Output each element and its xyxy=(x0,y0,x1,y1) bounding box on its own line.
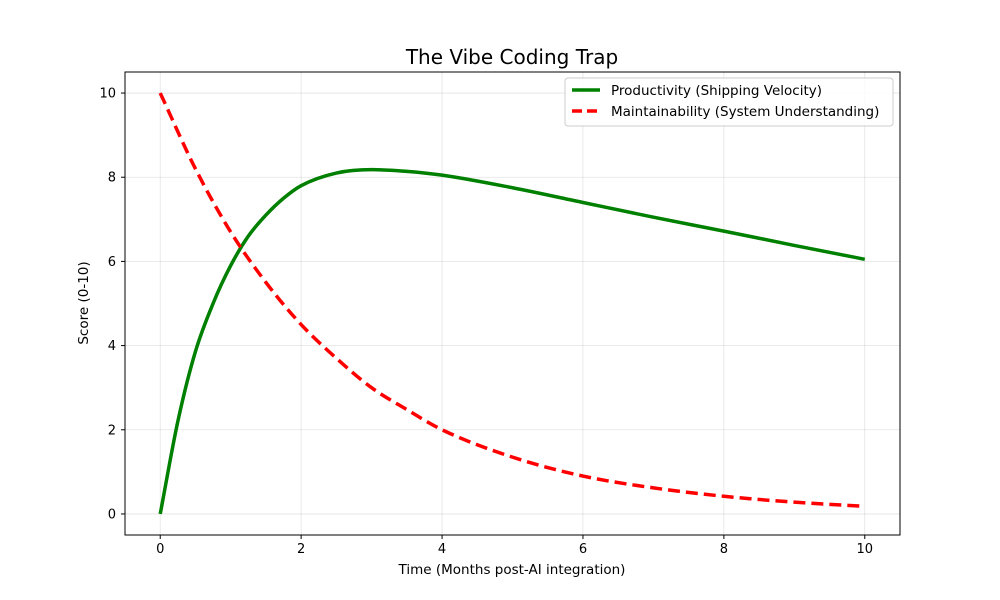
x-tick-label: 10 xyxy=(856,542,873,557)
x-tick-label: 0 xyxy=(156,542,164,557)
x-tick-label: 8 xyxy=(720,542,728,557)
x-tick-label: 2 xyxy=(297,542,305,557)
y-axis-label: Score (0-10) xyxy=(76,261,92,344)
series-layer xyxy=(158,92,866,515)
chart-title: The Vibe Coding Trap xyxy=(405,45,618,69)
y-tick-label: 10 xyxy=(99,87,116,102)
legend-label-productivity: Productivity (Shipping Velocity) xyxy=(611,83,822,99)
y-tick-label: 6 xyxy=(108,255,116,270)
grid-lines xyxy=(125,72,900,535)
y-tick-label: 0 xyxy=(108,507,116,522)
y-tick-label: 2 xyxy=(108,423,116,438)
x-axis-label: Time (Months post-AI integration) xyxy=(398,562,626,578)
maintainability-line xyxy=(158,92,865,509)
x-tick-label: 4 xyxy=(438,542,446,557)
legend: Productivity (Shipping Velocity) Maintai… xyxy=(564,77,894,127)
legend-label-maintainability: Maintainability (System Understanding) xyxy=(611,104,879,120)
x-tick-label: 6 xyxy=(579,542,587,557)
y-tick-label: 4 xyxy=(108,339,116,354)
y-tick-label: 8 xyxy=(108,171,116,186)
productivity-line xyxy=(158,167,866,515)
axis-ticks: 0 2 4 6 8 10 0 2 4 6 8 10 xyxy=(99,87,873,557)
legend-box xyxy=(564,77,894,127)
plot-frame xyxy=(124,71,901,536)
